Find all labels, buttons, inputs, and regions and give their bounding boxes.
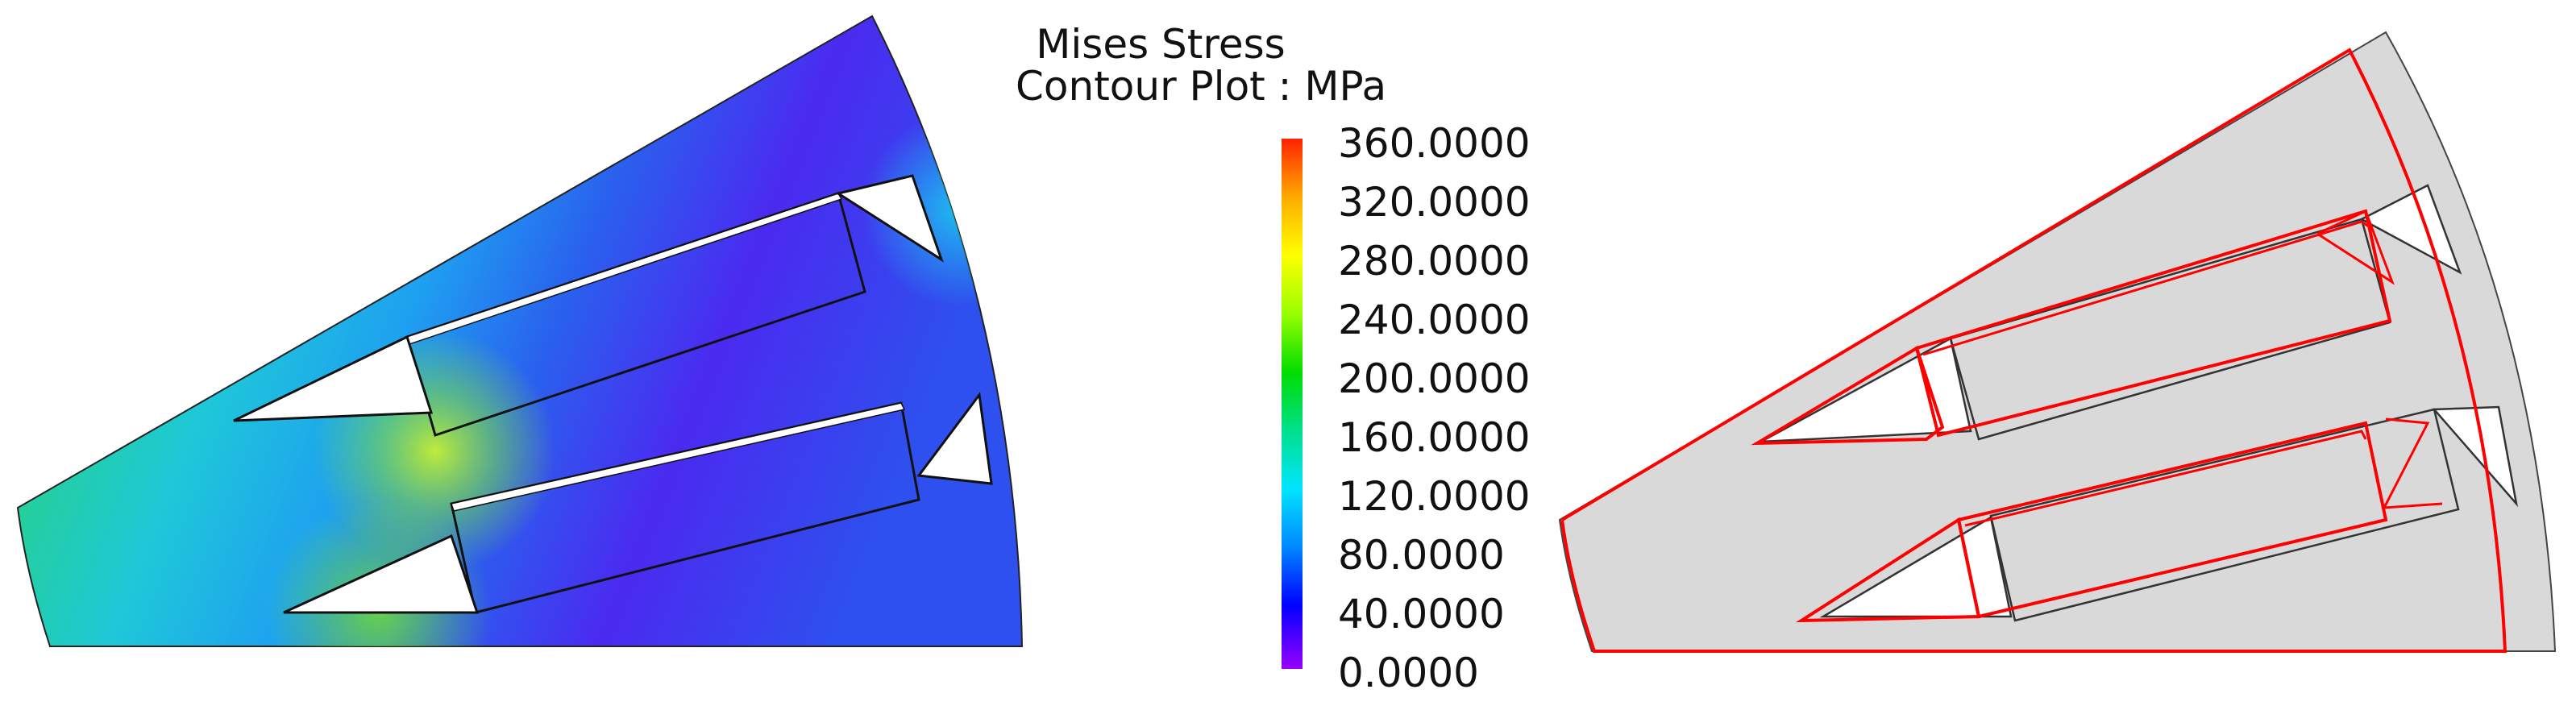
stress-contour-plot — [16, 15, 1024, 647]
lower-right-barrier — [916, 392, 993, 485]
colorbar-tick-label: 160.0000 — [1338, 414, 1531, 461]
stress-hotspot-upper — [18, 16, 1022, 646]
undeformed-lower-slot — [1989, 408, 2460, 622]
deformation-plot — [1558, 31, 2557, 653]
colorbar-tick-label: 320.0000 — [1338, 179, 1531, 226]
upper-right-barrier — [835, 174, 944, 263]
undeformed-upper-left-barrier — [1760, 337, 1972, 443]
deformed-upper-slot — [1914, 209, 2392, 438]
colorbar-tick-label: 40.0000 — [1338, 591, 1505, 637]
deformed-upper-right-barrier — [2316, 209, 2395, 285]
undeformed-lower-right-barrier — [2432, 405, 2519, 508]
deformed-outer-outline — [1560, 48, 2507, 653]
colorbar-tick-label: 360.0000 — [1338, 120, 1531, 167]
legend-title-line1: Mises Stress — [1036, 21, 1286, 68]
lower-slot-gap — [451, 402, 906, 512]
deformed-lower-left-barrier — [1795, 517, 1981, 623]
colorbar-tick-label: 200.0000 — [1338, 355, 1531, 402]
deformed-lower-right-barrier — [2382, 417, 2443, 509]
colorbar-tick-label: 80.0000 — [1338, 532, 1505, 579]
colorbar-tick-label: 120.0000 — [1338, 473, 1531, 520]
colorbar — [1282, 139, 1303, 669]
deformed-upper-left-barrier — [1751, 346, 1945, 446]
lower-left-barrier — [283, 534, 480, 614]
upper-left-barrier — [233, 334, 434, 422]
deformed-upper-slot-inner — [1922, 220, 2370, 356]
colorbar-tick-label: 280.0000 — [1338, 238, 1531, 284]
deformed-lower-slot-inner — [1964, 430, 2367, 527]
colorbar-tick-label: 0.0000 — [1338, 650, 1479, 696]
legend-title-line2: Contour Plot : MPa — [1016, 63, 1387, 110]
colorbar-tick-label: 240.0000 — [1338, 297, 1531, 343]
stress-legend — [1282, 139, 1303, 669]
